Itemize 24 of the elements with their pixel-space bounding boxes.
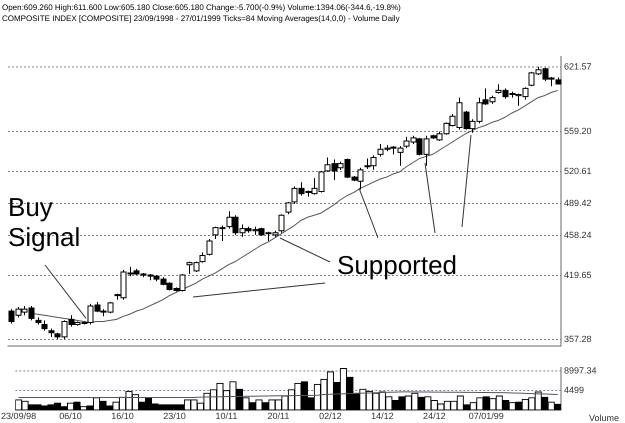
y-tick-label: 4499 bbox=[564, 385, 584, 396]
chart-title: COMPOSITE INDEX [COMPOSITE] 23/09/1998 - 27/01/1999 Ticks=84 Moving Averages(14,0,0) - Volume Daily bbox=[2, 13, 401, 24]
x-tick-label: 14/12 bbox=[371, 411, 394, 422]
x-tick-label: 23/09/98 bbox=[1, 411, 36, 422]
y-tick-label: 489.42 bbox=[564, 198, 592, 208]
y-tick-label: 8997.34 bbox=[564, 365, 597, 376]
y-axis-title: Volume bbox=[588, 413, 619, 423]
x-tick-label: 02/12 bbox=[319, 411, 342, 422]
y-tick-label: 559.20 bbox=[564, 126, 592, 136]
x-tick-label: 20/11 bbox=[267, 411, 290, 422]
y-tick-label: 520.61 bbox=[564, 166, 592, 176]
annotation: Buy Signal bbox=[8, 192, 82, 252]
x-tick-label: 10/11 bbox=[216, 411, 238, 422]
annotation: Supported bbox=[337, 250, 458, 280]
x-tick-label: 16/10 bbox=[111, 411, 134, 422]
y-tick-label: 621.57 bbox=[564, 62, 592, 72]
y-tick-label: 458.24 bbox=[564, 230, 592, 240]
x-tick-label: 07/01/99 bbox=[468, 411, 504, 422]
x-tick-label: 23/10 bbox=[163, 411, 186, 422]
y-tick-label: 357.28 bbox=[564, 334, 592, 344]
chart-subtitle: Open:609.260 High:611.600 Low:605.180 Close:605.180 Change:-5.700(-0.9%) Volume:1394.06(-344.6,-19.8%) bbox=[2, 2, 401, 13]
y-tick-label: 419.65 bbox=[564, 270, 592, 280]
x-tick-label: 06/10 bbox=[59, 411, 82, 422]
x-tick-label: 24/12 bbox=[423, 411, 446, 422]
